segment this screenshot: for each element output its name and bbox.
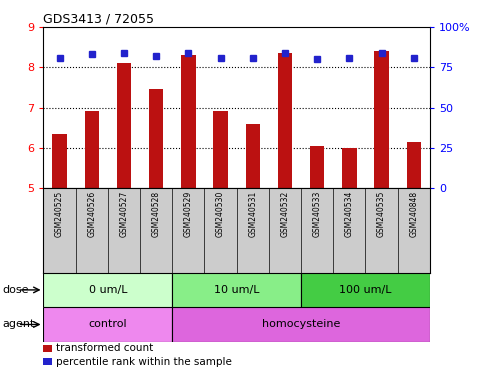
- Bar: [149, 89, 163, 188]
- Text: GSM240529: GSM240529: [184, 191, 193, 237]
- Text: dose: dose: [2, 285, 29, 295]
- Text: GSM240848: GSM240848: [409, 191, 418, 237]
- Text: GSM240528: GSM240528: [152, 191, 161, 237]
- Bar: [245, 124, 260, 188]
- Text: GSM240527: GSM240527: [119, 191, 128, 237]
- Text: 10 um/L: 10 um/L: [214, 285, 259, 295]
- Bar: [172, 273, 301, 307]
- Bar: [85, 111, 99, 188]
- Bar: [52, 134, 67, 188]
- Text: GSM240525: GSM240525: [55, 191, 64, 237]
- Text: control: control: [88, 319, 127, 329]
- Text: agent: agent: [2, 319, 35, 329]
- Bar: [43, 307, 172, 342]
- Bar: [301, 273, 430, 307]
- Text: GSM240530: GSM240530: [216, 191, 225, 237]
- Bar: [374, 51, 389, 188]
- Text: GSM240533: GSM240533: [313, 191, 322, 237]
- Bar: [117, 63, 131, 188]
- Text: GSM240534: GSM240534: [345, 191, 354, 237]
- Text: GSM240532: GSM240532: [281, 191, 289, 237]
- Bar: [342, 148, 356, 188]
- Text: transformed count: transformed count: [56, 343, 153, 353]
- Bar: [213, 111, 228, 188]
- Text: 0 um/L: 0 um/L: [88, 285, 127, 295]
- Bar: [181, 55, 196, 188]
- Bar: [407, 142, 421, 188]
- Text: GSM240535: GSM240535: [377, 191, 386, 237]
- Text: GSM240526: GSM240526: [87, 191, 96, 237]
- Bar: [172, 307, 430, 342]
- Text: GSM240531: GSM240531: [248, 191, 257, 237]
- Bar: [310, 146, 325, 188]
- Bar: [43, 273, 172, 307]
- Text: GDS3413 / 72055: GDS3413 / 72055: [43, 13, 155, 26]
- Text: homocysteine: homocysteine: [262, 319, 340, 329]
- Bar: [278, 53, 292, 188]
- Text: 100 um/L: 100 um/L: [339, 285, 392, 295]
- Text: percentile rank within the sample: percentile rank within the sample: [56, 357, 232, 367]
